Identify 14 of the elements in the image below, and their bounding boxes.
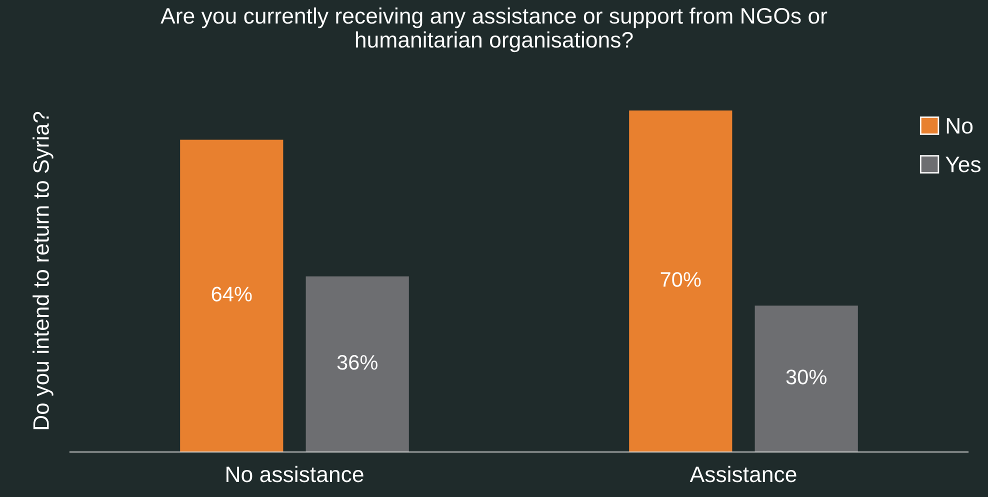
x-tick-label: Assistance [690, 466, 796, 482]
y-axis-title: Do you intend to return to Syria? [32, 112, 54, 430]
data-label: 64% [212, 286, 252, 302]
data-label: 30% [786, 370, 826, 384]
chart-title: Are you currently receiving any assistance or support from NGOs or humanitarian organisations? [160, 7, 828, 52]
bar [306, 276, 409, 452]
x-tick-label: No assistance [226, 466, 364, 482]
data-label: 36% [337, 355, 378, 370]
bar [754, 306, 858, 452]
data-label: 70% [660, 272, 701, 287]
bar [629, 110, 732, 452]
bar [180, 140, 284, 452]
legend-label: No [946, 118, 973, 134]
legend-label: Yes [946, 156, 981, 172]
